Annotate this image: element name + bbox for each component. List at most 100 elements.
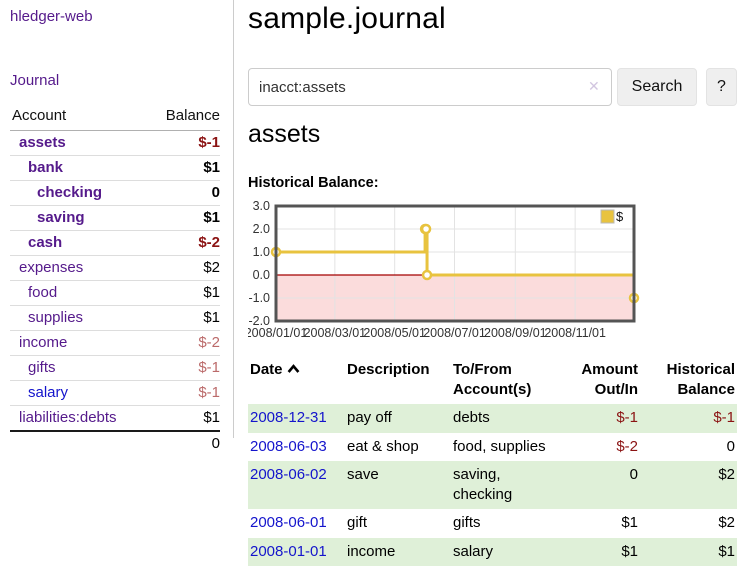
chart-canvas: $3.0 2.0 1.0 0.0 -1.0 -2.02008/01/012008/03/0… xyxy=(245,199,640,340)
register-date-link[interactable]: 2008-06-02 xyxy=(250,466,327,483)
register-col-header-to-from-account-s-: To/From Account(s) xyxy=(453,361,532,398)
legend-swatch xyxy=(600,209,615,224)
account-balance: $1 xyxy=(140,155,220,181)
x-axis-tick-label: 2008/01/01 xyxy=(248,326,307,340)
sidebar-account-income[interactable]: income xyxy=(19,334,68,351)
register-accounts: salary xyxy=(451,537,563,566)
account-row: supplies $1 xyxy=(10,305,220,331)
data-point-marker xyxy=(421,269,433,281)
register-header-row: Date Description To/From Account(s) Amount … xyxy=(248,356,737,404)
register-col-header-date[interactable]: Date xyxy=(248,356,345,404)
account-row: income $-2 xyxy=(10,330,220,356)
register-date-link[interactable]: 2008-12-31 xyxy=(250,409,327,426)
sidebar-account-checking[interactable]: checking xyxy=(37,184,103,201)
account-balance: 0 xyxy=(140,180,220,206)
x-axis-tick-label: 2008/09/01 xyxy=(484,326,547,340)
account-balance: $2 xyxy=(140,255,220,281)
register-table-body: 2008-12-31 pay off debts $-1 $-1 2008-06-03 ea… xyxy=(248,404,737,566)
register-row: 2008-01-01 income salary $1 $1 xyxy=(248,537,737,566)
search-input[interactable] xyxy=(248,68,612,106)
y-axis-tick-label: 1.0 xyxy=(253,245,270,259)
sidebar-account-bank[interactable]: bank xyxy=(28,159,64,176)
register-row: 2008-12-31 pay off debts $-1 $-1 xyxy=(248,404,737,433)
account-heading: assets xyxy=(248,120,321,148)
register-balance: $-1 xyxy=(640,404,737,433)
y-axis-tick-label: 2.0 xyxy=(253,222,270,236)
account-row: assets $-1 xyxy=(10,131,220,156)
account-balance: $1 xyxy=(140,305,220,331)
register-date-link[interactable]: 2008-01-01 xyxy=(250,542,327,560)
chart-heading: Historical Balance: xyxy=(248,175,379,191)
register-col-header-amount-out-in: Amount Out/In xyxy=(581,361,638,398)
register-amount: $-1 xyxy=(563,404,640,433)
sidebar-account-salary[interactable]: salary xyxy=(28,384,69,401)
register-amount: $1 xyxy=(563,537,640,566)
sidebar-account-liabilities-debts[interactable]: liabilities:debts xyxy=(19,409,117,426)
sidebar-account-gifts[interactable]: gifts xyxy=(28,359,56,376)
register-description: income xyxy=(345,537,451,566)
page-title: sample.journal xyxy=(248,2,446,35)
account-row: expenses $2 xyxy=(10,255,220,281)
search-form: ✕ Search ? xyxy=(248,68,742,106)
account-balance: $1 xyxy=(140,205,220,231)
register-balance: 0 xyxy=(726,437,735,455)
register-col-header-description: Description xyxy=(347,361,430,378)
help-button[interactable]: ? xyxy=(706,68,737,106)
sort-ascending-icon xyxy=(287,364,299,373)
account-row: saving $1 xyxy=(10,205,220,231)
register-date-link[interactable]: 2008-06-03 xyxy=(250,437,327,455)
account-row: liabilities:debts $1 xyxy=(10,405,220,431)
register-row: 2008-06-01 gift gifts $1 $2 xyxy=(248,509,737,538)
clear-search-icon[interactable]: ✕ xyxy=(588,78,600,94)
register-description: eat & shop xyxy=(347,437,419,455)
account-balance: $-2 xyxy=(140,330,220,356)
y-axis-tick-label: -1.0 xyxy=(248,291,270,305)
accounts-total-value: 0 xyxy=(140,430,220,456)
sidebar-account-supplies[interactable]: supplies xyxy=(28,309,84,326)
historical-balance-chart: $3.0 2.0 1.0 0.0 -1.0 -2.0 2008/01/01 2008/03/0… xyxy=(245,198,742,346)
app-brand-link[interactable]: hledger-web xyxy=(10,8,93,25)
account-balance: $1 xyxy=(140,280,220,306)
accounts-table-body: assets $-1 bank $1 checking 0 saving $1 cash $-2 e… xyxy=(10,131,220,456)
register-balance: $1 xyxy=(640,537,737,566)
register-balance: $2 xyxy=(718,514,735,531)
register-description: pay off xyxy=(345,404,451,433)
register-amount: 0 xyxy=(563,461,640,509)
legend-label: $ xyxy=(616,209,624,224)
register-description: save xyxy=(345,461,451,509)
register-col-header-historical-balance: Historical Balance xyxy=(666,361,735,398)
register-description: gift xyxy=(347,514,368,531)
account-balance: $-1 xyxy=(198,134,220,151)
register-balance: $2 xyxy=(640,461,737,509)
register-row: 2008-06-02 save saving, checking 0 $2 xyxy=(248,461,737,509)
account-row: salary $-1 xyxy=(10,380,220,406)
x-axis-tick-label: 2008/07/01 xyxy=(423,326,486,340)
accounts-total-row: 0 xyxy=(10,430,220,456)
search-button[interactable]: Search xyxy=(617,68,697,106)
register-table: Date Description To/From Account(s) Amount … xyxy=(248,356,737,566)
sidebar-account-expenses[interactable]: expenses xyxy=(19,259,84,276)
data-point-marker xyxy=(420,223,432,235)
register-accounts: food, supplies xyxy=(453,437,546,455)
register-date-link[interactable]: 2008-06-01 xyxy=(250,514,327,531)
accounts-col-header-account: Account xyxy=(10,104,141,131)
sidebar-account-saving[interactable]: saving xyxy=(37,209,85,226)
sidebar-account-food[interactable]: food xyxy=(28,284,58,301)
sidebar-account-cash[interactable]: cash xyxy=(28,234,63,251)
register-amount: $-2 xyxy=(616,437,638,455)
account-row: gifts $-1 xyxy=(10,355,220,381)
account-balance: $1 xyxy=(140,405,220,431)
account-balance: $-2 xyxy=(140,230,220,256)
account-row: bank $1 xyxy=(10,155,220,181)
account-row: cash $-2 xyxy=(10,230,220,256)
main-content: sample.journal ✕ Search ? assets Histori… xyxy=(245,0,742,582)
sidebar-account-assets[interactable]: assets xyxy=(19,134,66,151)
sidebar-item-journal[interactable]: Journal xyxy=(10,72,60,89)
y-axis-tick-label: 3.0 xyxy=(253,199,270,213)
account-row: food $1 xyxy=(10,280,220,306)
x-axis-tick-label: 2008/11/01 xyxy=(544,326,606,340)
accounts-balance-table: Account Balance assets $-1 bank $1 checking 0… xyxy=(10,104,220,456)
register-amount: $1 xyxy=(621,514,638,531)
register-accounts: debts xyxy=(451,404,563,433)
account-balance: $-1 xyxy=(140,355,220,381)
